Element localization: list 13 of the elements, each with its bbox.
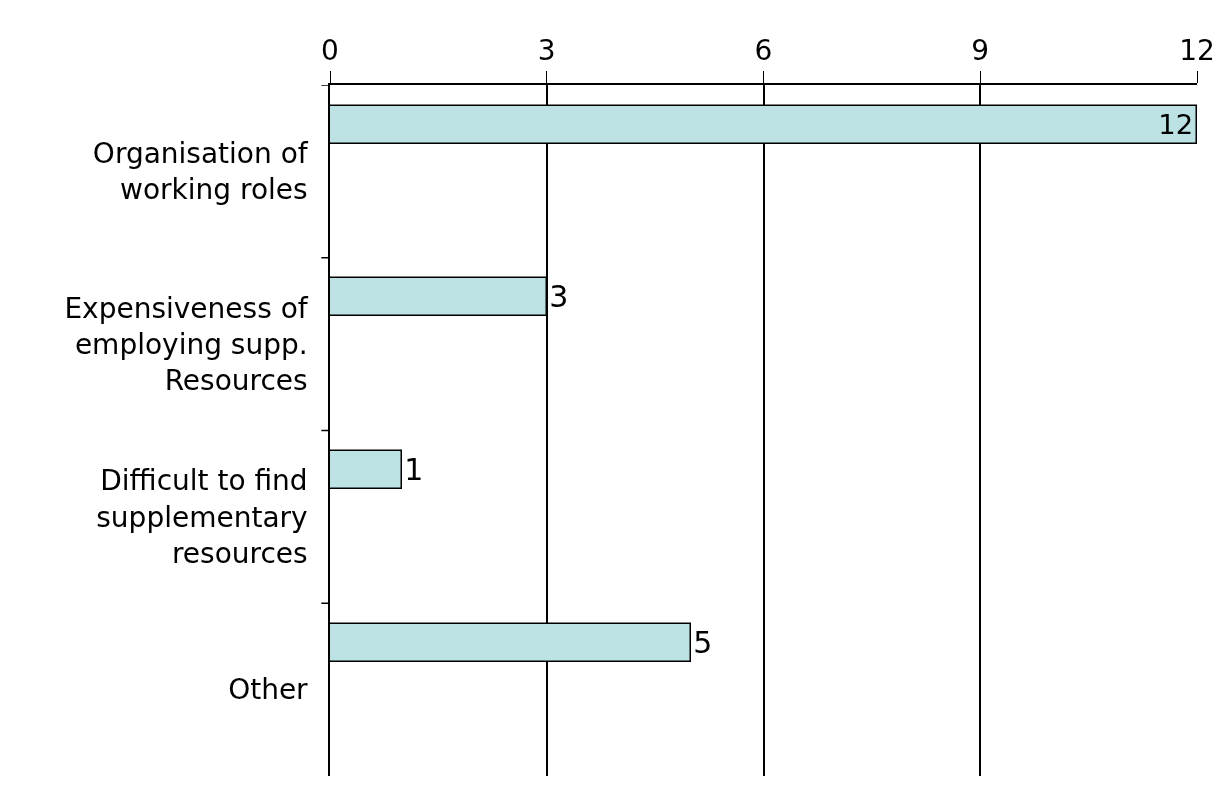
x-tick-label: 0 — [321, 34, 339, 68]
data-label: 3 — [549, 278, 569, 314]
y-tick-label: Organisation of working roles — [92, 136, 309, 207]
y-tick-label: Difficult to find supplementary resources — [96, 464, 308, 571]
x-tick-label: 6 — [754, 34, 773, 68]
x-tick-label: 9 — [971, 34, 990, 68]
data-label: 5 — [693, 624, 713, 660]
y-tick-label: Expensiveness of employing supp. Resources — [64, 291, 309, 398]
data-label: 1 — [404, 451, 424, 487]
y-tick-label: Other — [228, 673, 309, 707]
data-label: 12 — [1158, 108, 1194, 140]
x-tick-label: 3 — [537, 34, 556, 68]
x-tick-label: 12 — [1179, 34, 1215, 68]
